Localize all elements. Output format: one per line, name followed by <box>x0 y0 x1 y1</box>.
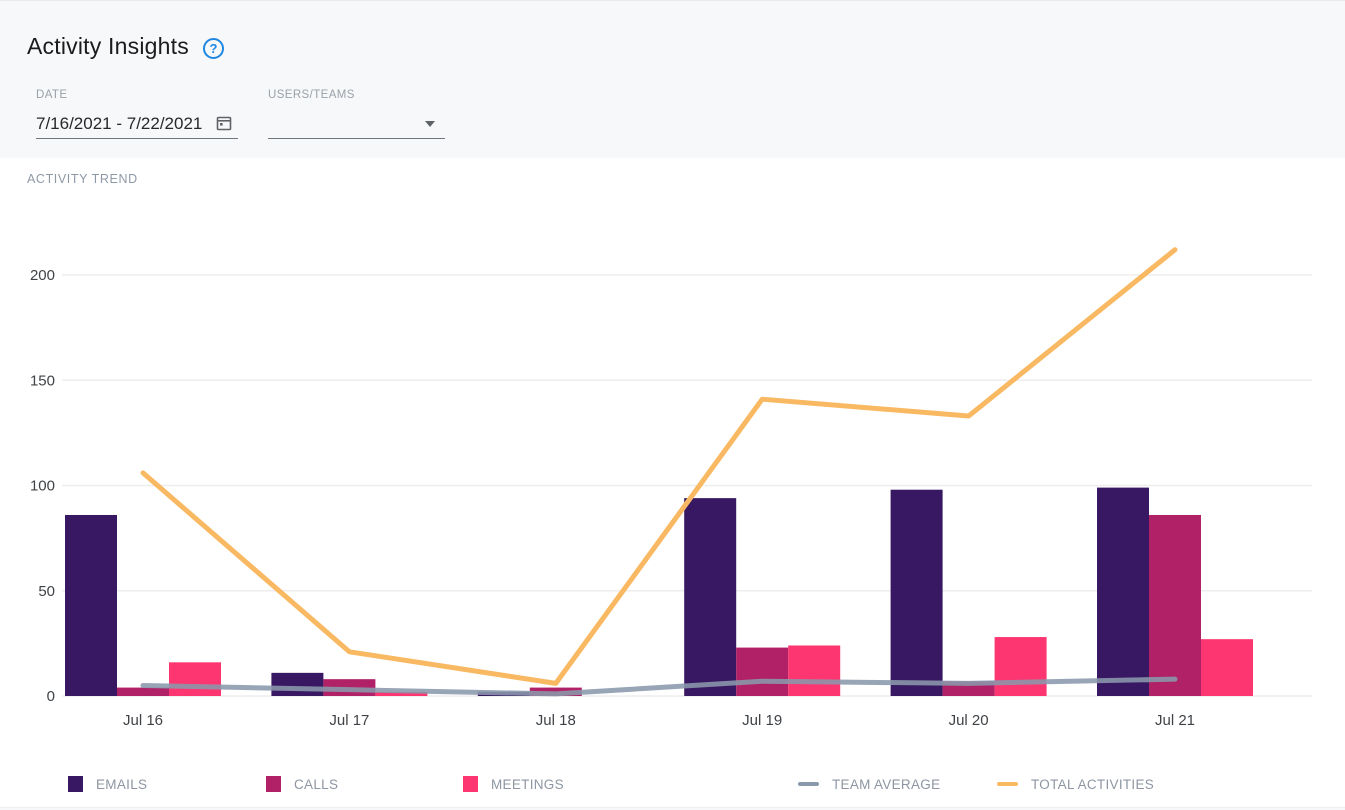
bar-meetings-jul-20 <box>994 637 1047 696</box>
date-range-value: 7/16/2021 - 7/22/2021 <box>36 113 203 133</box>
date-filter-label: DATE <box>36 89 68 101</box>
bar-emails-jul-19 <box>684 498 737 696</box>
y-tick-0: 0 <box>47 688 55 705</box>
legend-swatch-meetings <box>463 776 478 792</box>
legend-item-emails[interactable]: EMAILS <box>68 766 147 802</box>
legend-label-emails: EMAILS <box>96 776 148 792</box>
bar-meetings-jul-19 <box>788 645 841 696</box>
legend-item-meetings[interactable]: MEETINGS <box>463 766 564 802</box>
section-title: ACTIVITY TREND <box>27 172 138 186</box>
x-tick-jul-17: Jul 17 <box>329 712 369 729</box>
users-teams-label: USERS/TEAMS <box>268 89 355 101</box>
bar-calls-jul-21 <box>1149 514 1201 696</box>
legend-item-calls[interactable]: CALLS <box>266 766 338 802</box>
bar-emails-jul-16 <box>65 514 117 696</box>
bar-calls-jul-19 <box>736 647 789 696</box>
bar-emails-jul-17 <box>271 672 324 696</box>
date-range-input[interactable]: 7/16/2021 - 7/22/2021 <box>36 109 238 139</box>
page-header: Activity Insights ? DATE 7/16/2021 - 7/2… <box>0 1 1345 158</box>
x-tick-jul-16: Jul 16 <box>123 712 163 729</box>
x-tick-jul-19: Jul 19 <box>742 712 782 729</box>
chevron-down-icon <box>425 121 435 127</box>
x-tick-jul-21: Jul 21 <box>1155 712 1195 729</box>
legend-item-team-average[interactable]: TEAM AVERAGE <box>798 766 940 802</box>
date-filter: DATE 7/16/2021 - 7/22/2021 <box>36 89 238 139</box>
bar-emails-jul-20 <box>890 489 943 696</box>
users-teams-filter: USERS/TEAMS <box>268 89 445 139</box>
line-team-average <box>140 676 1178 697</box>
users-teams-select[interactable] <box>268 109 445 139</box>
legend-label-calls: CALLS <box>294 776 339 792</box>
activity-trend-chart: 0 50 100 150 200 Jul 16 Jul 17 Jul 18 Jul 19 Jul … <box>30 247 1312 729</box>
y-tick-200: 200 <box>30 267 55 284</box>
y-tick-50: 50 <box>38 583 55 600</box>
bar-meetings-jul-17 <box>375 691 428 696</box>
activity-trend-card: ACTIVITY TREND 0 50 100 150 200 Jul 16 Jul 17 J… <box>0 158 1345 808</box>
legend-label-meetings: MEETINGS <box>491 776 564 792</box>
page-title: Activity Insights <box>27 33 189 59</box>
calendar-icon <box>216 115 232 136</box>
legend-dash-team-average <box>798 782 819 786</box>
legend-label-team-average: TEAM AVERAGE <box>832 776 941 792</box>
bar-emails-jul-21 <box>1097 487 1149 696</box>
legend-item-total-activities[interactable]: TOTAL ACTIVITIES <box>997 766 1154 802</box>
y-tick-150: 150 <box>30 372 55 389</box>
legend-label-total-activities: TOTAL ACTIVITIES <box>1031 776 1155 792</box>
legend-dash-total-activities <box>997 782 1018 786</box>
bar-calls-jul-16 <box>117 687 169 696</box>
help-icon[interactable]: ? <box>203 38 224 59</box>
bar-meetings-jul-16 <box>169 662 221 696</box>
x-tick-jul-20: Jul 20 <box>949 712 989 729</box>
chart-legend: EMAILS CALLS MEETINGS TEAM AVERAGE TOTAL ACT… <box>0 766 1345 802</box>
legend-swatch-calls <box>266 776 281 792</box>
line-total-activities <box>140 247 1178 686</box>
x-tick-jul-18: Jul 18 <box>536 712 576 729</box>
bar-meetings-jul-21 <box>1201 639 1253 696</box>
legend-swatch-emails <box>68 776 83 792</box>
y-tick-100: 100 <box>30 478 55 495</box>
